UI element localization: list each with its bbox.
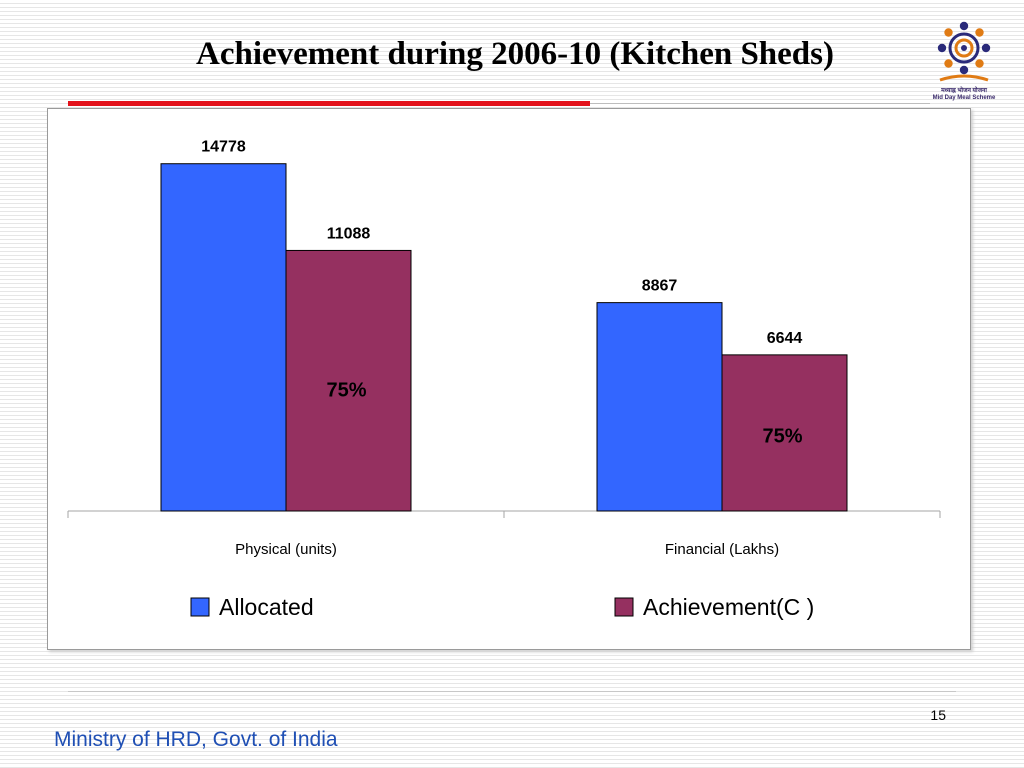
data-label: 8867 (642, 278, 678, 295)
legend-swatch (614, 597, 634, 617)
footer-text: Ministry of HRD, Govt. of India (54, 728, 338, 751)
bar-chart: 14778 11088 75% Physical (units) 8867 6644 75%… (67, 139, 941, 620)
footer-rule (68, 691, 956, 692)
page-number: 15 (930, 707, 946, 723)
x-tick-label: Financial (Lakhs) (665, 541, 779, 558)
bar (285, 249, 412, 512)
data-label: 6644 (767, 330, 803, 347)
percent-annotation: 75% (762, 425, 802, 447)
logo-caption-english: Mid Day Meal Scheme (932, 95, 996, 101)
bar (596, 302, 723, 512)
bar (721, 354, 848, 512)
chart-frame: 14778 11088 75% Physical (units) 8867 6644 75%… (47, 108, 971, 650)
legend-label: Achievement(C ) (643, 594, 814, 620)
bar (160, 163, 287, 512)
logo-figures (937, 21, 991, 75)
data-label: 11088 (327, 225, 371, 242)
mid-day-meal-logo-icon (926, 14, 1002, 104)
legend-label: Allocated (219, 594, 314, 620)
percent-annotation: 75% (326, 379, 366, 401)
logo-caption: मध्याह्न भोजन योजना Mid Day Meal Scheme (922, 88, 1006, 102)
legend-swatch (190, 597, 210, 617)
data-label: 14778 (201, 139, 246, 156)
title-rule-gray (590, 103, 930, 104)
logo-caption-hindi: मध्याह्न भोजन योजना (941, 88, 987, 94)
x-tick-label: Physical (units) (235, 541, 337, 558)
title-rule-red (68, 101, 590, 106)
slide-title: Achievement during 2006-10 (Kitchen Shed… (196, 36, 834, 72)
